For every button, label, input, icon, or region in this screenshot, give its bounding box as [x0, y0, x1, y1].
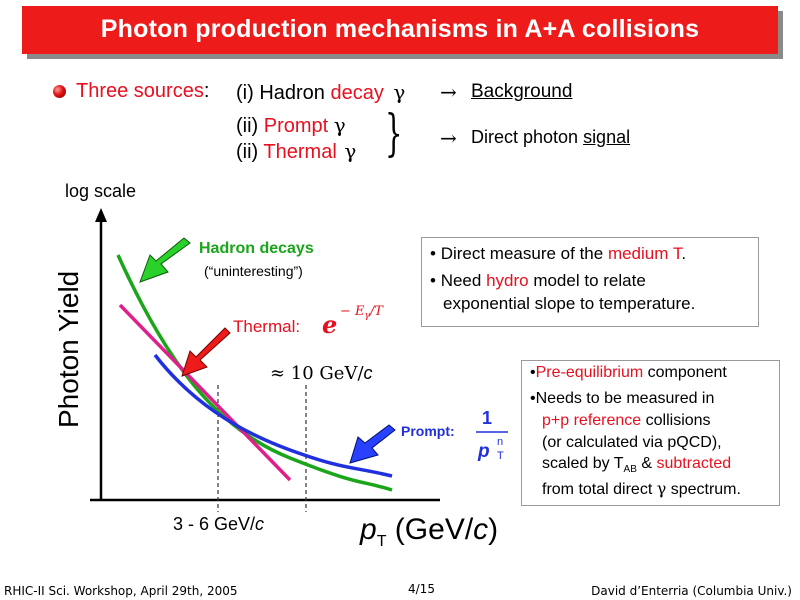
medium-temperature-box: • Direct measure of the medium T. • Need…: [421, 237, 759, 327]
source-thermal: (ii) Thermal γ: [236, 139, 357, 163]
prompt-arrow-icon: [349, 424, 396, 464]
hadron-decay-curve: [116, 254, 393, 492]
footer-left: RHIC-II Sci. Workshop, April 29th, 2005: [4, 584, 238, 598]
prompt-denominator-n: n: [497, 436, 503, 448]
box1-line-3: exponential slope to temperature.: [443, 294, 696, 313]
footer-right: David d’Enterria (Columbia Univ.): [591, 584, 792, 598]
arrow-direct: →: [440, 126, 457, 150]
range-3-6gev-label: 3 - 6 GeV/c: [173, 514, 265, 534]
hadron-decays-label: Hadron decays: [199, 240, 314, 257]
hadron-arrow-icon: [139, 237, 191, 283]
x-axis-label: pT (GeV/c): [360, 513, 499, 550]
sources-label: Three sources: [76, 80, 204, 102]
source-hadron-decay: (i) Hadron decay γ: [236, 80, 406, 104]
source-prompt: (ii) Prompt γ: [236, 113, 346, 137]
prompt-label: Prompt:: [401, 423, 455, 439]
y-axis-arrow-icon: [95, 208, 107, 222]
title-bar: Photon production mechanisms in A+A coll…: [22, 6, 778, 54]
log-scale-label: log scale: [65, 181, 137, 201]
brace-icon: }: [385, 104, 403, 162]
box2-line-6: from total direct γ spectrum.: [542, 479, 741, 498]
prompt-denominator-t: T: [497, 450, 504, 462]
slide-title: Photon production mechanisms in A+A coll…: [100, 15, 700, 43]
thermal-e: e: [322, 310, 337, 339]
box2-line-1: •Pre-equilibrium component: [530, 364, 727, 381]
box2-line-3: p+p reference collisions: [542, 412, 711, 429]
prompt-numerator: 1: [482, 408, 492, 428]
box1-line-1: • Direct measure of the medium T.: [430, 244, 687, 263]
box2-line-2: •Needs to be measured in: [530, 390, 715, 407]
prompt-info-box: •Pre-equilibrium component •Needs to be …: [521, 360, 780, 506]
thermal-exponent: − Eγ/T: [340, 304, 384, 321]
y-axis-label: Photon Yield: [53, 270, 84, 428]
thermal-curve: [118, 303, 292, 482]
direct-photon-signal: Direct photon signal: [471, 127, 631, 147]
thermal-label: Thermal:: [233, 317, 300, 336]
footer-page-number: 4/15: [408, 582, 435, 596]
arrow-background: →: [440, 80, 457, 104]
bullet-ball-icon: [53, 85, 66, 98]
prompt-curve: [153, 353, 393, 478]
background-label: Background: [471, 81, 573, 102]
sources-line-1: Three sources:: [76, 80, 210, 102]
hadron-uninteresting-label: (“uninteresting”): [204, 263, 303, 279]
box1-line-2: • Need hydro model to relate: [430, 271, 646, 290]
approx-10gev-label: ≈ 10 GeV/c: [270, 363, 373, 384]
prompt-denominator-p: p: [477, 441, 490, 462]
thermal-arrow-icon: [181, 327, 231, 377]
box2-line-5: scaled by TAB & subtracted: [542, 455, 732, 476]
box2-line-4: (or calculated via pQCD),: [542, 434, 722, 451]
